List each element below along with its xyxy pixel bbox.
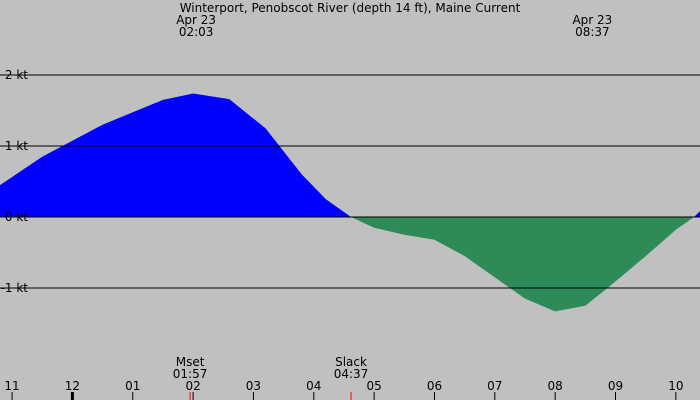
y-tick-label: 1 kt — [5, 139, 28, 153]
hour-tick-label: 08 — [548, 379, 563, 393]
hour-tick-label: 12 — [65, 379, 80, 393]
flood-area — [0, 93, 700, 217]
event-labels: Mset01:57Slack04:37Mrise10:45Slack10:52S… — [173, 355, 369, 381]
bottom-axis-ticks: 1112010203040506070809101112010203040506… — [4, 379, 684, 400]
gridline-layer — [0, 74, 700, 289]
hour-tick-label: 01 — [125, 379, 140, 393]
hour-tick-label: 09 — [608, 379, 623, 393]
hour-tick-label: 07 — [487, 379, 502, 393]
event-name-label: Slack — [335, 355, 367, 369]
hour-tick-label: 11 — [4, 379, 19, 393]
event-time-label: 04:37 — [334, 367, 369, 381]
y-axis-labels: 2 kt 1 kt 0 kt -1 kt — [1, 68, 29, 295]
event-name-label: Mset — [176, 355, 205, 369]
y-tick-label: 2 kt — [5, 68, 28, 82]
hour-tick-label: 03 — [246, 379, 261, 393]
y-tick-label: -1 kt — [1, 281, 29, 295]
hour-tick-label: 04 — [306, 379, 321, 393]
y-tick-label: 0 kt — [5, 210, 28, 224]
hour-tick-label: 02 — [185, 379, 200, 393]
hour-tick-label: 06 — [427, 379, 442, 393]
chart-title: Winterport, Penobscot River (depth 14 ft… — [180, 1, 521, 15]
event-time-label: 01:57 — [173, 367, 208, 381]
top-date-label: Apr 23 — [176, 13, 216, 27]
top-time-label: 08:37 — [575, 25, 610, 39]
hour-tick-label: 10 — [668, 379, 683, 393]
top-date-label: Apr 23 — [572, 13, 612, 27]
hour-tick-label: 05 — [366, 379, 381, 393]
top-time-label: 02:03 — [179, 25, 214, 39]
